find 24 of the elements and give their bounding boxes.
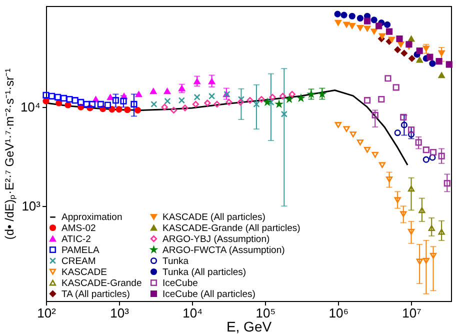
legend-label: ATIC-2: [62, 234, 91, 245]
x-axis-title: E, GeV: [226, 318, 272, 334]
x-tick-label: 10⁴: [182, 306, 203, 320]
x-tick-label: 10²: [37, 306, 57, 320]
legend-label: ARGO-YBJ (Assumption): [162, 234, 270, 245]
legend-label: KASCADE: [62, 266, 107, 278]
x-tick-label: 10⁵: [256, 306, 276, 320]
legend-label: KASCADE (All particles): [162, 212, 266, 223]
legend-label: PAMELA: [62, 244, 100, 256]
legend-label: IceCube (All particles): [162, 288, 256, 300]
legend-label: IceCube: [162, 278, 198, 289]
legend-label: Tunka: [162, 256, 190, 267]
x-tick-label: 10⁷: [402, 306, 422, 320]
legend-label: Approximation: [62, 212, 122, 224]
y-axis-title: (d• /dE)ₚ·E²·⁷ GeV¹·⁷·m⁻²·s⁻¹·sr⁻¹: [2, 68, 16, 240]
x-tick-label: 10⁶: [328, 306, 349, 320]
x-tick-label: 10³: [110, 306, 130, 320]
legend-label: ARGO-FWCTA (Assumption): [162, 244, 285, 256]
legend-label: KASCADE-Grande: [62, 278, 142, 289]
legend-label: CREAM: [62, 256, 96, 267]
legend-label: KASCADE-Grande (All particles): [162, 222, 300, 234]
legend-label: Tunka (All particles): [162, 266, 246, 278]
legend-label: TA (All particles): [62, 288, 130, 300]
legend-label: AMS-02: [62, 222, 96, 234]
